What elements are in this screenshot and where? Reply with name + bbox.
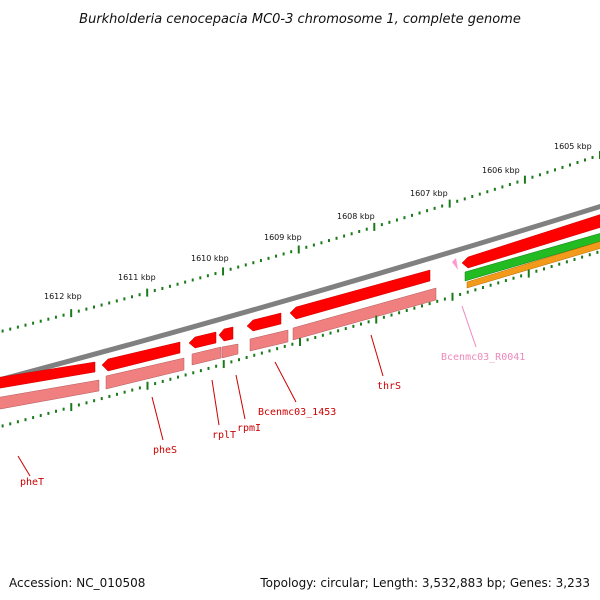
leader-Bcenmc03_R0041 bbox=[461, 305, 477, 348]
cds-right bbox=[461, 214, 600, 269]
leader-rplT bbox=[211, 379, 220, 426]
cds-Bcenmc03_1453 bbox=[246, 312, 282, 332]
label-Bcenmc03_1453: Bcenmc03_1453 bbox=[258, 407, 336, 418]
gene-track bbox=[0, 287, 437, 410]
accession-text: Accession: NC_010508 bbox=[9, 576, 146, 590]
orange-feature-track bbox=[466, 241, 600, 289]
trna-feature bbox=[452, 258, 458, 270]
scale-label-1606: 1606 kbp bbox=[482, 166, 520, 175]
leader-pheT bbox=[17, 455, 31, 477]
gene-thrS bbox=[292, 287, 437, 341]
genome-summary-text: Topology: circular; Length: 3,532,883 bp… bbox=[260, 576, 590, 590]
scale-label-1607: 1607 kbp bbox=[410, 189, 448, 198]
gene-labels: pheT pheS rplT rpmI Bcenmc03_1453 thrS B… bbox=[17, 305, 525, 488]
scale-label-1612: 1612 kbp bbox=[44, 292, 82, 301]
gene-rpmI bbox=[221, 343, 239, 359]
leader-rpmI bbox=[235, 374, 246, 420]
outer-scale-ticks bbox=[1, 151, 600, 333]
backbone-arc bbox=[0, 203, 600, 383]
gene-Bcenmc03_1453 bbox=[249, 329, 289, 352]
label-pheT: pheT bbox=[20, 477, 44, 488]
scale-label-1608: 1608 kbp bbox=[337, 212, 375, 221]
cds-track bbox=[0, 214, 600, 389]
label-rplT: rplT bbox=[212, 430, 236, 441]
cds-thrS bbox=[289, 269, 431, 320]
scale-label-1605: 1605 kbp bbox=[554, 142, 592, 151]
label-thrS: thrS bbox=[377, 381, 401, 392]
scale-label-1611: 1611 kbp bbox=[118, 273, 156, 282]
leader-Bcenmc03_1453 bbox=[274, 361, 297, 403]
leader-pheS bbox=[151, 396, 164, 441]
gene-rplT bbox=[191, 346, 222, 366]
label-pheS: pheS bbox=[153, 445, 177, 456]
scale-label-1609: 1609 kbp bbox=[264, 233, 302, 242]
green-feature-track bbox=[464, 233, 600, 282]
map-title: Burkholderia cenocepacia MC0-3 chromosom… bbox=[79, 12, 521, 27]
scale-label-1610: 1610 kbp bbox=[191, 254, 229, 263]
inner-scale-ticks bbox=[1, 250, 599, 428]
cds-pheT bbox=[0, 361, 96, 389]
cds-rpmI bbox=[218, 326, 234, 342]
gene-pheS bbox=[105, 357, 185, 390]
leader-thrS bbox=[370, 334, 384, 377]
cds-rplT bbox=[188, 331, 217, 349]
scale-labels: 1605 kbp 1606 kbp 1607 kbp 1608 kbp 1609… bbox=[44, 142, 592, 301]
label-Bcenmc03_R0041: Bcenmc03_R0041 bbox=[441, 352, 525, 363]
cds-pheS bbox=[101, 341, 181, 372]
label-rpmI: rpmI bbox=[237, 423, 261, 434]
gene-pheT bbox=[0, 379, 100, 410]
